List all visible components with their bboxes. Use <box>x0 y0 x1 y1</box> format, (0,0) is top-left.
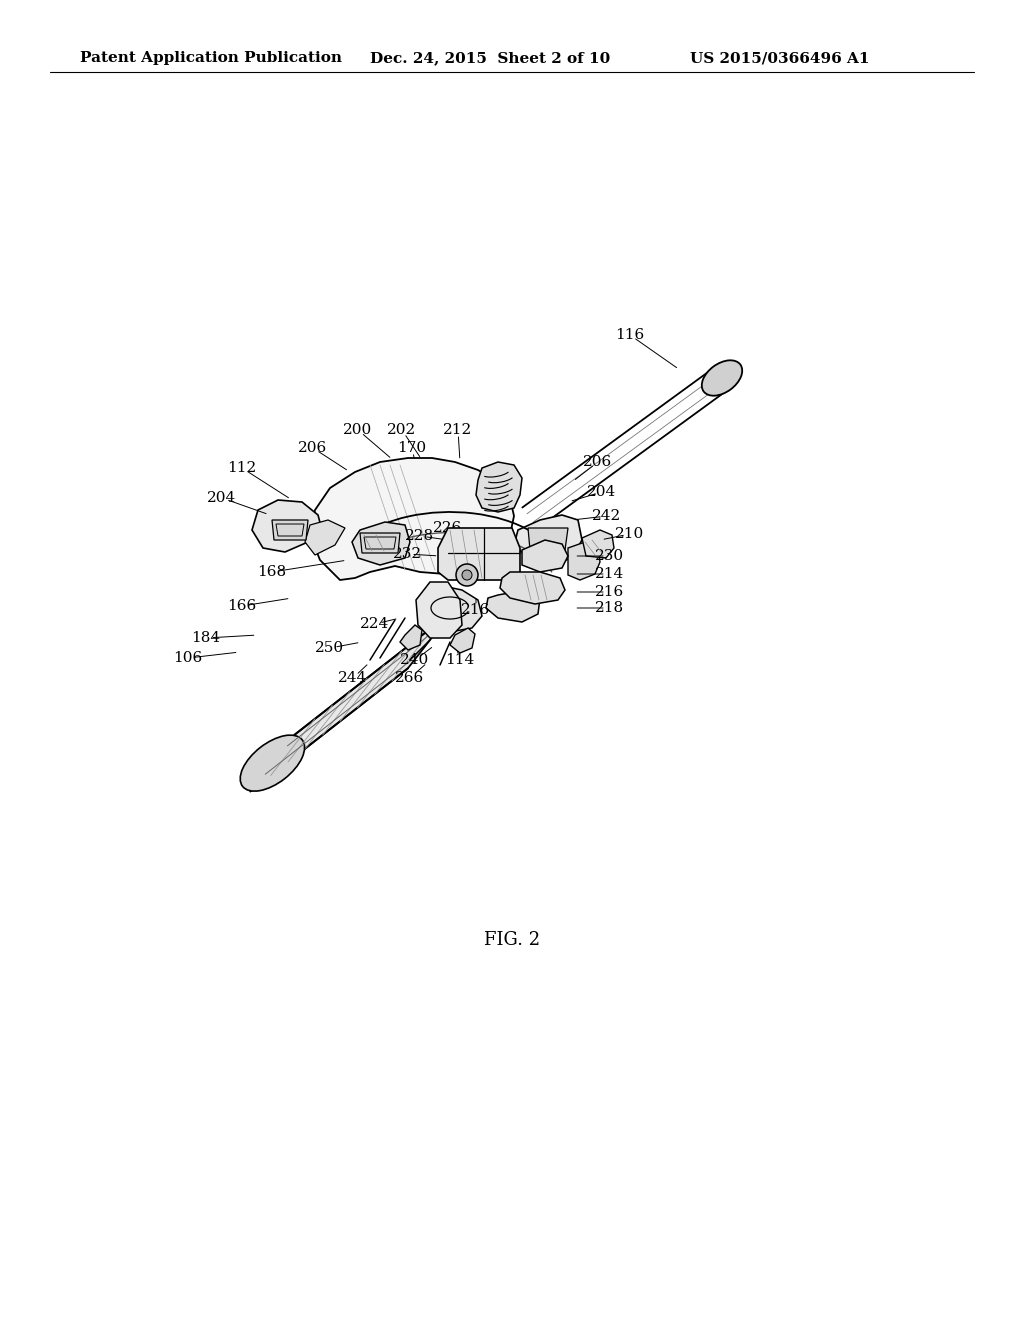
Polygon shape <box>272 520 308 540</box>
Polygon shape <box>514 515 582 565</box>
Text: 216: 216 <box>462 603 490 616</box>
Polygon shape <box>476 462 522 512</box>
Text: 240: 240 <box>400 653 430 667</box>
Text: 206: 206 <box>584 455 612 469</box>
Text: 114: 114 <box>445 653 475 667</box>
Polygon shape <box>450 628 475 653</box>
Polygon shape <box>360 533 400 553</box>
Text: 266: 266 <box>395 671 425 685</box>
Ellipse shape <box>241 735 304 791</box>
Text: 202: 202 <box>387 422 417 437</box>
Text: 250: 250 <box>315 642 344 655</box>
Text: FIG. 2: FIG. 2 <box>484 931 540 949</box>
Polygon shape <box>416 582 462 638</box>
Polygon shape <box>352 521 410 565</box>
Text: 244: 244 <box>338 671 368 685</box>
Polygon shape <box>420 585 482 632</box>
Text: 170: 170 <box>397 441 427 455</box>
Text: 226: 226 <box>433 521 463 535</box>
Text: 216: 216 <box>595 585 625 599</box>
Text: 166: 166 <box>227 599 257 612</box>
Polygon shape <box>522 540 568 572</box>
Text: 204: 204 <box>588 484 616 499</box>
Text: US 2015/0366496 A1: US 2015/0366496 A1 <box>690 51 869 65</box>
Ellipse shape <box>701 360 742 396</box>
Polygon shape <box>582 531 614 558</box>
Text: 112: 112 <box>227 461 257 475</box>
Text: 228: 228 <box>406 529 434 543</box>
Text: 224: 224 <box>360 616 389 631</box>
Text: 206: 206 <box>298 441 328 455</box>
Text: 214: 214 <box>595 568 625 581</box>
Text: 204: 204 <box>208 491 237 506</box>
Polygon shape <box>486 590 540 622</box>
Text: 184: 184 <box>191 631 220 645</box>
Circle shape <box>456 564 478 586</box>
Polygon shape <box>528 528 568 550</box>
Polygon shape <box>250 611 453 792</box>
Polygon shape <box>305 520 345 554</box>
Polygon shape <box>500 572 565 605</box>
Text: Dec. 24, 2015  Sheet 2 of 10: Dec. 24, 2015 Sheet 2 of 10 <box>370 51 610 65</box>
Polygon shape <box>252 500 322 552</box>
Text: 242: 242 <box>592 510 622 523</box>
Text: 106: 106 <box>173 651 203 665</box>
Text: 168: 168 <box>257 565 287 579</box>
Text: Patent Application Publication: Patent Application Publication <box>80 51 342 65</box>
Polygon shape <box>310 458 514 579</box>
Polygon shape <box>568 543 600 579</box>
Text: 212: 212 <box>443 422 473 437</box>
Polygon shape <box>438 528 520 579</box>
Polygon shape <box>400 624 422 649</box>
Circle shape <box>462 570 472 579</box>
Text: 200: 200 <box>343 422 373 437</box>
Text: 218: 218 <box>595 601 625 615</box>
Text: 116: 116 <box>615 327 645 342</box>
Text: 210: 210 <box>615 527 645 541</box>
Text: 232: 232 <box>392 546 422 561</box>
Text: 230: 230 <box>595 549 625 564</box>
